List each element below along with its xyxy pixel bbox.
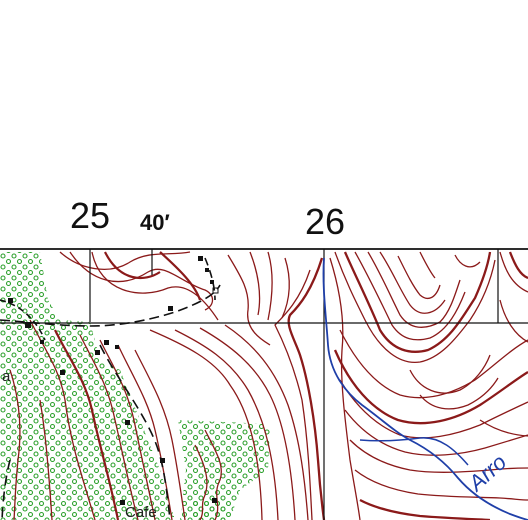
minute-label: 40′ bbox=[140, 210, 170, 235]
easting-label-26: 26 bbox=[305, 201, 345, 242]
place-label-fragment: a bbox=[2, 368, 11, 385]
easting-label-25: 25 bbox=[70, 195, 110, 236]
cafe-label: Cafe bbox=[125, 504, 157, 520]
